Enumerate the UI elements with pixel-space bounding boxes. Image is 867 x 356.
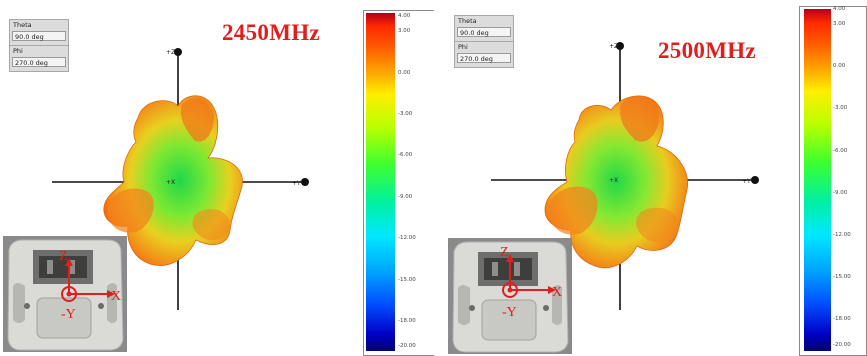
device-photo: Z X -Y [448,238,572,354]
colorbar-tick: -6.00 [833,148,848,154]
colorbar-tick: -20.00 [398,343,416,349]
colorbar-tick: -20.00 [833,342,851,348]
theta-label: Theta [13,21,32,29]
z-axis-label: +Z [609,43,618,50]
x-axis-label: +X [609,177,618,184]
z-axis-marker [174,48,182,56]
inset-origin-marker [61,286,77,302]
inset-z-label: Z [500,245,509,260]
radiation-plot-2500: Theta 90.0 deg Phi 270.0 deg 2500MHz [445,0,795,356]
theta-box: Theta 90.0 deg [9,19,69,46]
colorbar-tick: -18.00 [833,316,851,322]
colorbar-tick: 0.00 [833,63,846,69]
phi-box: Phi 270.0 deg [9,45,69,72]
phi-label: Phi [458,43,468,51]
inset-x-label: X [552,285,562,300]
colorbar-tick: -12.00 [833,232,851,238]
pattern-highlight [107,188,154,233]
colorbar-tick: 3.00 [833,21,846,27]
colorbar-tick: -18.00 [398,318,416,324]
theta-label: Theta [458,17,477,25]
pattern-3d-plot: +Z +Y +X [52,48,309,310]
pattern-highlight [619,96,659,142]
phi-label: Phi [13,47,23,55]
colorbar-gradient [804,9,831,351]
pattern-highlight [192,209,230,241]
colorbar-tick: 3.00 [398,28,411,34]
pattern-3d-plot: +Z +Y +X [491,42,759,310]
inset-origin-marker [502,282,518,298]
colorbar-tick: -9.00 [833,190,848,196]
z-axis-marker [616,42,624,50]
theta-value: 90.0 deg [12,31,66,41]
left-panel: Theta 90.0 deg Phi 270.0 deg 2450MHz [0,0,434,356]
inset-y-label: -Y [502,305,517,320]
frequency-title: 2500MHz [658,38,756,63]
theta-box: Theta 90.0 deg [454,15,514,42]
colorbar-tick: -3.00 [398,111,413,117]
colorbar-gradient [366,13,395,351]
colorbar-tick: -15.00 [398,277,416,283]
pattern-highlight [636,207,679,242]
colorbar-tick: -9.00 [398,194,413,200]
right-panel: Theta 90.0 deg Phi 270.0 deg 2500MHz [440,0,867,356]
antenna-photo-inset: Z X -Y [448,238,572,354]
x-axis-label: +X [166,179,175,186]
radiation-plot-2450: Theta 90.0 deg Phi 270.0 deg 2450MHz [0,0,352,356]
device-photo: Z X -Y [3,236,127,352]
inset-x-label: X [111,289,121,304]
y-axis-label: +Y [742,178,751,185]
colorbar-tick: 4.00 [398,13,411,19]
theta-value: 90.0 deg [457,27,511,37]
colorbar-2500: 4.00 3.00 0.00 -3.00 -6.00 -9.00 -12.00 … [795,0,867,356]
inset-y-label: -Y [61,307,76,322]
colorbar-tick: -6.00 [398,152,413,158]
y-axis-marker [751,176,759,184]
frequency-title: 2450MHz [222,20,320,45]
colorbar-tick: -3.00 [833,105,848,111]
colorbar-2450: 4.00 3.00 0.00 -3.00 -6.00 -9.00 -12.00 … [355,0,434,356]
y-axis-label: +Y [292,180,301,187]
colorbar-tick: 4.00 [833,6,846,12]
phi-value: 270.0 deg [12,57,66,67]
phi-value: 270.0 deg [457,53,511,63]
antenna-photo-inset: Z X -Y [3,236,127,352]
y-axis-marker [301,178,309,186]
pattern-highlight [548,186,598,235]
colorbar-tick: -15.00 [833,274,851,280]
inset-z-label: Z [59,249,68,264]
z-axis-label: +Z [166,49,175,56]
phi-box: Phi 270.0 deg [454,41,514,68]
colorbar-tick: 0.00 [398,70,411,76]
pattern-highlight [180,98,214,142]
colorbar-tick: -12.00 [398,235,416,241]
